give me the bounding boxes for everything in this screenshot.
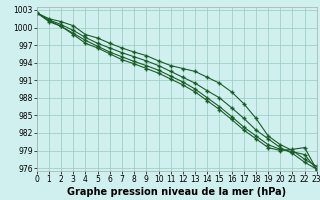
X-axis label: Graphe pression niveau de la mer (hPa): Graphe pression niveau de la mer (hPa) bbox=[67, 187, 286, 197]
